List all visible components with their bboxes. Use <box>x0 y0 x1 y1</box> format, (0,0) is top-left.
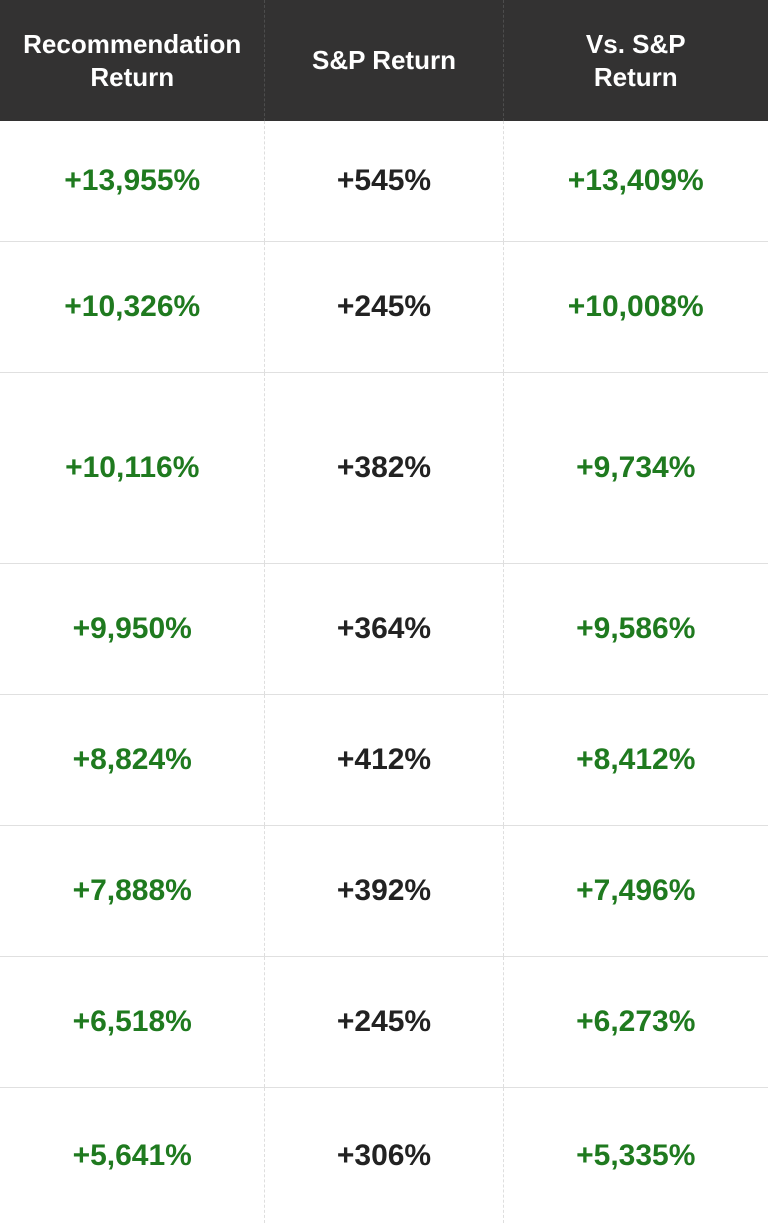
table-cell: +8,412% <box>503 695 768 826</box>
table-cell: +13,409% <box>503 121 768 242</box>
returns-table: RecommendationReturn S&P Return Vs. S&PR… <box>0 0 768 1223</box>
table-row: +5,641%+306%+5,335% <box>0 1088 768 1224</box>
table-row: +13,955%+545%+13,409% <box>0 121 768 242</box>
table-head: RecommendationReturn S&P Return Vs. S&PR… <box>0 0 768 121</box>
table-cell: +7,888% <box>0 826 265 957</box>
table-row: +6,518%+245%+6,273% <box>0 957 768 1088</box>
table-cell: +9,586% <box>503 564 768 695</box>
header-sp-return: S&P Return <box>265 0 503 121</box>
table-cell: +382% <box>265 373 503 564</box>
table-row: +10,116%+382%+9,734% <box>0 373 768 564</box>
table-cell: +245% <box>265 957 503 1088</box>
table-body: +13,955%+545%+13,409%+10,326%+245%+10,00… <box>0 121 768 1223</box>
table-cell: +7,496% <box>503 826 768 957</box>
table-row: +8,824%+412%+8,412% <box>0 695 768 826</box>
table-cell: +392% <box>265 826 503 957</box>
header-vs-sp-return: Vs. S&PReturn <box>503 0 768 121</box>
header-rec-return: RecommendationReturn <box>0 0 265 121</box>
table-header-row: RecommendationReturn S&P Return Vs. S&PR… <box>0 0 768 121</box>
table-row: +10,326%+245%+10,008% <box>0 242 768 373</box>
table-cell: +545% <box>265 121 503 242</box>
table-cell: +9,734% <box>503 373 768 564</box>
table-cell: +10,008% <box>503 242 768 373</box>
table-cell: +5,641% <box>0 1088 265 1224</box>
table-cell: +10,116% <box>0 373 265 564</box>
table-cell: +364% <box>265 564 503 695</box>
table-cell: +5,335% <box>503 1088 768 1224</box>
table-row: +9,950%+364%+9,586% <box>0 564 768 695</box>
table-cell: +10,326% <box>0 242 265 373</box>
table-cell: +8,824% <box>0 695 265 826</box>
table-cell: +245% <box>265 242 503 373</box>
table-cell: +6,518% <box>0 957 265 1088</box>
table-cell: +412% <box>265 695 503 826</box>
table-cell: +9,950% <box>0 564 265 695</box>
table-cell: +13,955% <box>0 121 265 242</box>
table-cell: +6,273% <box>503 957 768 1088</box>
table-row: +7,888%+392%+7,496% <box>0 826 768 957</box>
table-cell: +306% <box>265 1088 503 1224</box>
